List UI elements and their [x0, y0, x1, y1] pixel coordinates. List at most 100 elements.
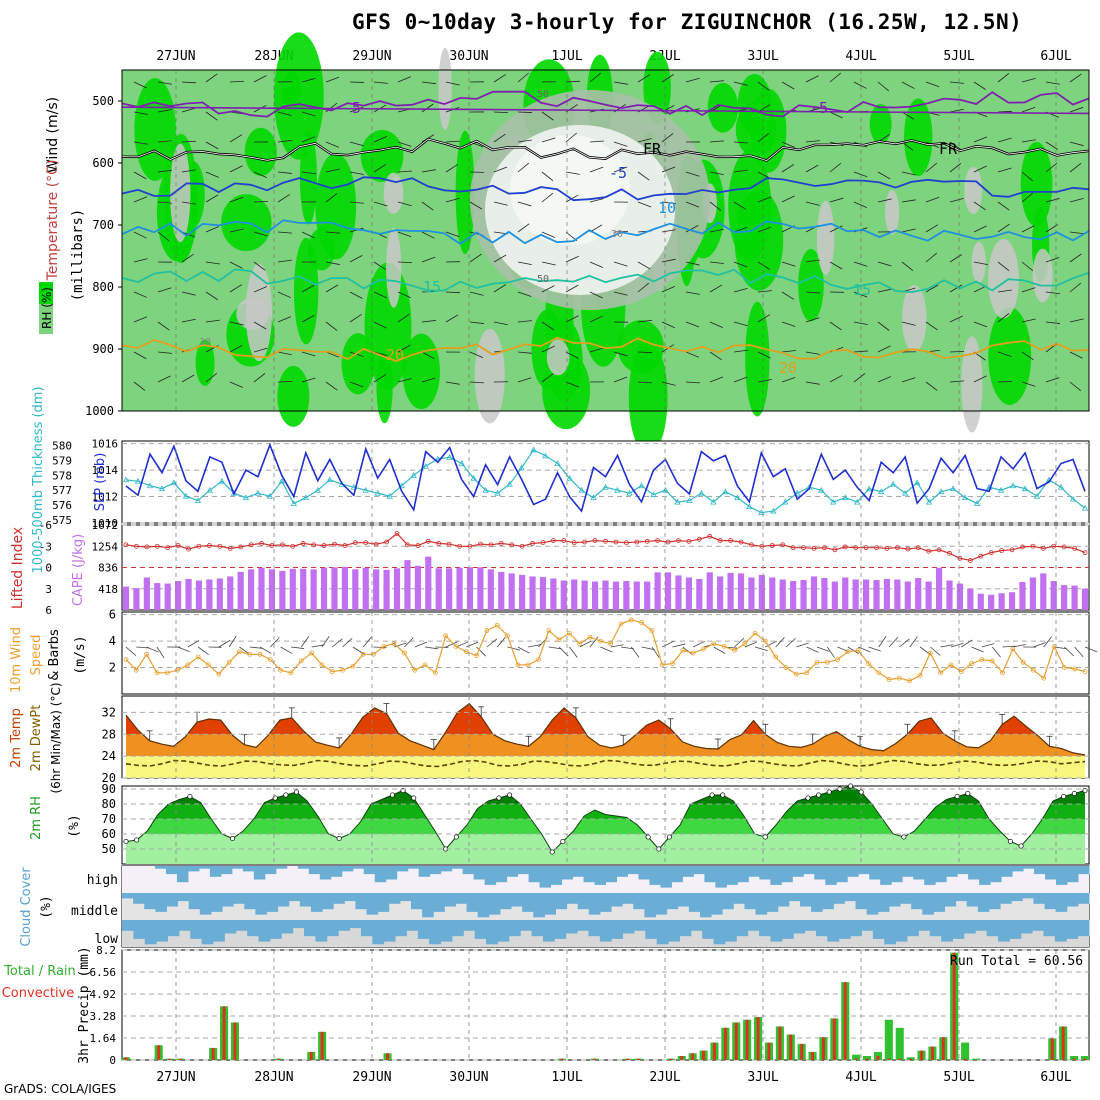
wind-barb — [253, 201, 269, 203]
thickness-point — [890, 480, 897, 487]
thickness-point — [542, 452, 549, 459]
wind-barb — [613, 141, 628, 147]
cape-bar — [133, 588, 140, 610]
wind-barb-10m — [641, 646, 655, 650]
cloud-bar — [244, 893, 256, 910]
cape-bar — [998, 593, 1005, 610]
ylabel-wind10: & Barbs — [47, 629, 62, 681]
wind-barb — [349, 255, 363, 263]
lifted-index-point — [894, 545, 900, 551]
ylabel-minmax: (6hr Min/Max) (°C) — [49, 682, 63, 793]
thickness-tick: 577 — [52, 484, 72, 497]
cloud-bar — [888, 893, 901, 907]
wind-barb — [805, 75, 819, 83]
wind-speed-point — [298, 658, 304, 664]
cape-bar — [821, 577, 828, 610]
wind-barb-10m — [228, 635, 237, 648]
wind-barb — [781, 350, 796, 353]
panel-frame — [121, 69, 1090, 412]
thickness-point — [242, 494, 250, 501]
cloud-bar — [1077, 920, 1090, 937]
wind-barb — [421, 320, 436, 323]
precip-convective-bar — [713, 1042, 716, 1060]
thickness-tick: 575 — [52, 514, 72, 527]
wind-barb — [493, 321, 508, 326]
cloud-bar — [627, 866, 639, 875]
wind-speed-point — [835, 657, 840, 663]
rh-dry-region — [510, 135, 630, 245]
cloud-bar — [155, 893, 167, 912]
cloud-bar — [1077, 893, 1090, 904]
thickness-point — [1057, 483, 1065, 490]
isotherm-line — [121, 219, 1090, 245]
wind-barb — [829, 197, 844, 203]
wind-barb — [229, 261, 243, 269]
wind-speed-point — [525, 662, 531, 668]
rh-dry-patch — [816, 200, 835, 275]
isotherm-line — [121, 336, 1090, 363]
cloud-bar — [836, 866, 848, 883]
cloud-bar — [583, 866, 596, 883]
date-label-bottom: 29JUN — [352, 1070, 391, 1085]
wind-barb — [709, 321, 723, 328]
cape-bar — [1050, 581, 1057, 610]
wind-barb-10m — [971, 646, 984, 653]
cloud-bar — [349, 920, 362, 929]
rh-band — [126, 819, 1085, 834]
wind-speed-point — [505, 633, 510, 639]
wind-speed-point — [360, 651, 366, 657]
wind-barb — [181, 201, 196, 205]
cape-bar — [1029, 577, 1036, 610]
lifted-index-point — [769, 543, 775, 548]
wind-barb — [445, 197, 460, 203]
wind-barb — [325, 168, 340, 173]
wind-barb — [325, 76, 340, 83]
wind-speed-point — [391, 641, 397, 647]
wind-barb — [229, 134, 243, 143]
wind-barb-10m — [270, 637, 280, 648]
cloud-bar — [224, 920, 237, 934]
thickness-point — [422, 463, 429, 469]
lifted-index-point — [478, 541, 483, 547]
cape-bar — [644, 581, 651, 610]
pressure-tick: 700 — [92, 218, 114, 232]
cloud-bar — [1045, 866, 1057, 880]
wind-barb — [517, 261, 532, 266]
wind-speed-point — [267, 657, 273, 663]
wind-barb — [661, 258, 676, 263]
lifted-index-point — [884, 545, 890, 551]
lifted-index-point — [509, 542, 515, 548]
rh-point — [549, 849, 555, 855]
cloud-bar — [777, 893, 790, 907]
cape-bar — [529, 576, 536, 610]
cloud-bar — [366, 893, 379, 915]
lifted-index-point — [811, 545, 817, 551]
wind-barb — [205, 73, 218, 83]
rh-dark-patch — [293, 237, 319, 345]
rh-point — [816, 792, 822, 798]
wind-barb — [301, 377, 316, 383]
date-label-bottom: 1JUL — [551, 1070, 582, 1085]
wind-barb-10m — [857, 646, 871, 653]
wind-barb — [901, 261, 914, 271]
cloud-bar — [737, 866, 749, 883]
wind-barb — [301, 315, 315, 323]
lifted-index-point — [248, 542, 254, 548]
thickness-point — [350, 483, 357, 490]
thickness-point — [650, 491, 657, 498]
wind-barb — [301, 351, 316, 357]
rh-dry-patch — [386, 228, 402, 308]
rh-dark-patch — [360, 130, 404, 182]
rh-dark-patch — [299, 130, 317, 225]
wind-barb — [541, 261, 556, 266]
wind-barb-10m — [1033, 642, 1046, 648]
wind-speed-point — [1031, 667, 1036, 673]
precip-convective-bar — [320, 1031, 324, 1060]
cape-bar — [706, 572, 713, 610]
thickness-point — [158, 485, 166, 492]
cape-bar — [842, 577, 849, 610]
thickness-point — [134, 477, 142, 484]
wind-barb — [781, 164, 795, 173]
precip-convective-bar — [680, 1055, 684, 1060]
ylabel-cloud: (%) — [39, 895, 54, 918]
